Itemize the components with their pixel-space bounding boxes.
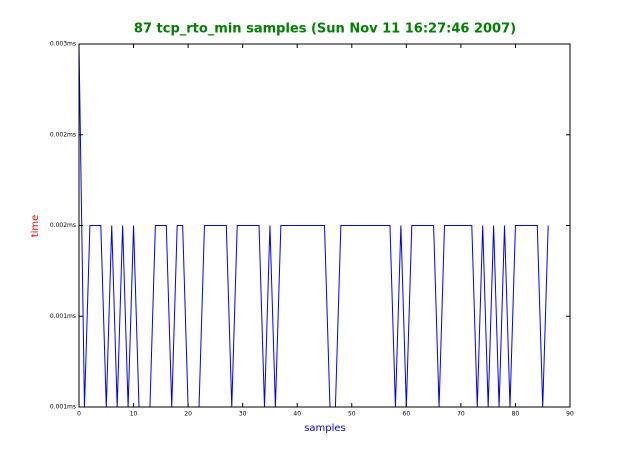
x-tick-label: 20: [184, 411, 192, 418]
x-tick-label: 80: [512, 411, 520, 418]
x-tick-label: 70: [457, 411, 465, 418]
x-tick-label: 0: [77, 411, 81, 418]
y-tick-label: 0.001ms: [50, 313, 76, 320]
y-tick-label: 0.003ms: [50, 41, 76, 48]
chart-title: 87 tcp_rto_min samples (Sun Nov 11 16:27…: [134, 22, 516, 37]
x-tick-label: 50: [348, 411, 356, 418]
x-tick-label: 90: [566, 411, 574, 418]
x-tick-label: 40: [293, 411, 301, 418]
x-tick-label: 30: [239, 411, 247, 418]
x-axis-label: samples: [304, 423, 346, 434]
y-axis-label: time: [30, 215, 41, 238]
x-tick-label: 60: [403, 411, 411, 418]
y-tick-label: 0.002ms: [50, 222, 76, 229]
y-tick-label: 0.001ms: [50, 404, 76, 411]
x-tick-label: 10: [130, 411, 138, 418]
y-tick-label: 0.002ms: [50, 131, 76, 138]
data-line: [78, 43, 549, 408]
